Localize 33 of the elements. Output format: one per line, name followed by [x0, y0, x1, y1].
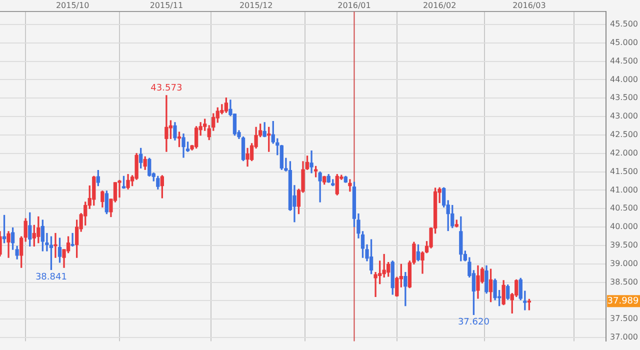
candlestick [118, 180, 122, 198]
y-tick-label: 42.500 [610, 130, 638, 140]
annotation: 38.841 [35, 272, 67, 283]
y-tick-label: 45.000 [610, 38, 638, 47]
x-tick-label: 2016/01 [338, 0, 371, 10]
candlestick [70, 232, 74, 247]
y-tick-label: 40.500 [610, 204, 638, 213]
y-tick-label: 41.500 [610, 166, 638, 176]
y-tick-label: 40.000 [610, 222, 638, 232]
y-tick-label: 37.500 [610, 314, 638, 324]
candlestick [164, 95, 168, 152]
y-tick-label: 39.000 [610, 258, 638, 268]
y-tick-label: 41.000 [610, 185, 638, 194]
y-tick-label: 43.000 [610, 112, 638, 121]
y-tick-label: 44.500 [610, 56, 638, 66]
y-tick-label: 38.500 [610, 277, 638, 286]
annotation: 37.989 [607, 296, 640, 306]
y-tick-label: 42.000 [610, 148, 638, 158]
x-tick-label: 2015/11 [150, 0, 184, 10]
x-tick-label: 2015/12 [239, 0, 273, 10]
y-tick-label: 37.000 [610, 332, 638, 342]
x-tick-label: 2016/02 [422, 0, 456, 10]
y-tick-label: 39.500 [610, 240, 638, 250]
y-tick-label: 44.000 [610, 74, 638, 84]
candlestick [348, 179, 352, 192]
annotation: 43.573 [150, 83, 182, 94]
x-tick-label: 2015/10 [56, 0, 90, 10]
x-tick-label: 2016/03 [512, 0, 546, 10]
candlestick [310, 150, 314, 174]
annotation: 37.620 [458, 318, 490, 328]
y-tick-label: 43.500 [610, 93, 638, 102]
y-tick-label: 45.500 [610, 20, 638, 29]
candlestick [54, 232, 58, 258]
